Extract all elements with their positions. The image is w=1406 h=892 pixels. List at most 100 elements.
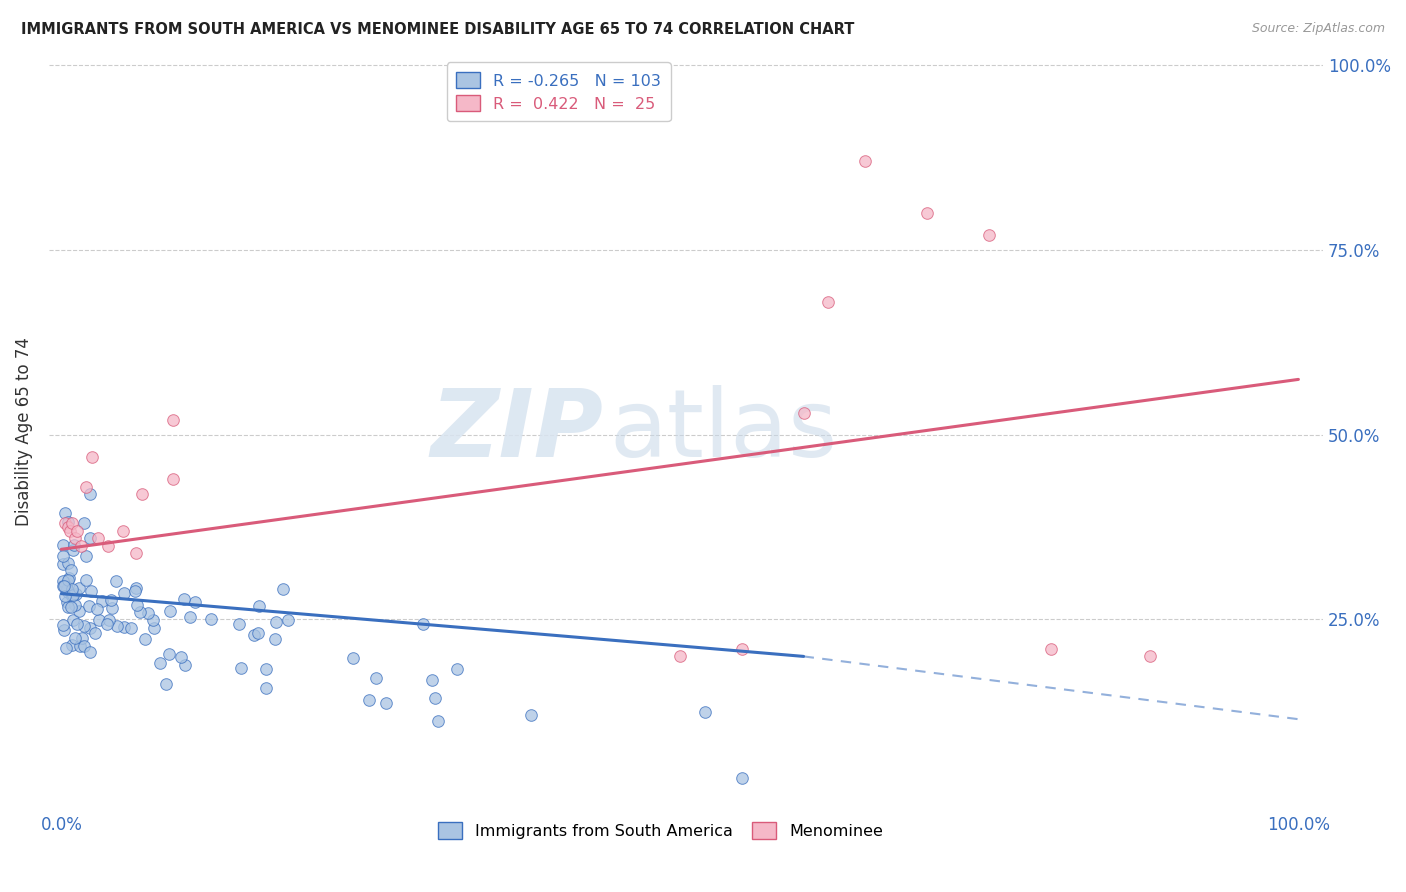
Point (277, 613, 299, 627)
Point (86, 602, 108, 616)
Point (53, 516, 76, 531)
Point (412, 617, 434, 632)
Point (56, 520, 79, 534)
Text: ZIP: ZIP (430, 385, 603, 477)
Point (366, 671, 388, 685)
Point (173, 592, 195, 607)
Point (179, 610, 201, 624)
Point (173, 658, 195, 673)
Point (52, 578, 75, 592)
Point (422, 673, 444, 688)
Point (55, 595, 77, 609)
Point (105, 618, 128, 632)
Point (101, 600, 124, 615)
Point (112, 585, 135, 599)
Point (159, 604, 181, 618)
Point (58, 599, 80, 614)
Point (66, 524, 89, 538)
Point (52, 538, 75, 552)
Point (134, 632, 156, 646)
Point (59, 563, 82, 577)
Text: Source: ZipAtlas.com: Source: ZipAtlas.com (1251, 22, 1385, 36)
Point (97, 539, 120, 553)
Point (73, 619, 96, 633)
Point (266, 615, 288, 629)
Point (817, 294, 839, 309)
Point (669, 649, 692, 664)
Point (55, 579, 77, 593)
Point (55, 641, 77, 656)
Point (59, 524, 82, 538)
Point (104, 574, 127, 588)
Point (60, 638, 83, 652)
Point (96, 617, 118, 632)
Point (423, 691, 446, 706)
Point (124, 583, 146, 598)
Point (60, 589, 83, 603)
Point (342, 650, 364, 665)
Point (65, 587, 87, 601)
Point (855, 154, 877, 169)
Point (72, 631, 94, 645)
Point (157, 648, 180, 662)
Point (56, 516, 79, 530)
Point (247, 626, 270, 640)
Point (243, 628, 266, 642)
Point (247, 599, 270, 614)
Point (67, 604, 90, 618)
Point (63, 531, 86, 545)
Point (73, 639, 96, 653)
Point (79, 645, 101, 659)
Point (136, 606, 159, 620)
Point (52, 549, 75, 563)
Point (184, 595, 207, 609)
Point (979, 228, 1001, 243)
Point (56, 556, 79, 570)
Point (69, 639, 91, 653)
Point (56, 573, 79, 587)
Point (53, 623, 76, 637)
Point (82, 450, 104, 464)
Point (79, 584, 101, 599)
Text: atlas: atlas (610, 385, 838, 477)
Point (62, 516, 84, 531)
Point (65, 616, 87, 631)
Point (55, 576, 77, 591)
Point (273, 582, 295, 596)
Point (60, 599, 83, 614)
Point (91, 594, 114, 608)
Point (374, 696, 396, 710)
Point (228, 616, 250, 631)
Point (1139, 649, 1161, 664)
Point (357, 693, 380, 707)
Point (200, 611, 222, 625)
Point (75, 479, 97, 493)
Point (112, 620, 135, 634)
Point (84, 625, 107, 640)
Point (162, 472, 184, 486)
Point (731, 642, 754, 657)
Point (142, 613, 165, 627)
Point (58, 572, 80, 586)
Point (1040, 642, 1063, 657)
Point (793, 406, 815, 420)
Point (52, 578, 75, 592)
Point (60, 582, 83, 596)
Point (124, 581, 146, 595)
Point (67, 581, 90, 595)
Point (89, 613, 111, 627)
Point (56, 582, 79, 597)
Point (120, 621, 142, 635)
Point (56, 585, 79, 599)
Point (100, 593, 122, 607)
Point (162, 413, 184, 427)
Point (53, 589, 76, 603)
Point (256, 681, 278, 695)
Point (75, 549, 97, 564)
Point (52, 557, 75, 571)
Point (73, 516, 96, 531)
Point (79, 621, 101, 635)
Point (149, 656, 172, 670)
Point (520, 707, 543, 722)
Point (231, 660, 253, 674)
